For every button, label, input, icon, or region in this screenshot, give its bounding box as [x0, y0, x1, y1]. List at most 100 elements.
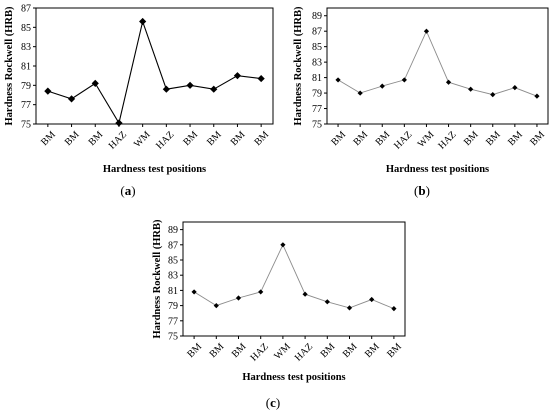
data-point [139, 17, 147, 26]
x-tick-label: BM [528, 129, 547, 148]
data-point [302, 291, 308, 297]
data-point [401, 77, 407, 83]
x-tick-label: BM [319, 341, 338, 360]
data-point [369, 296, 375, 303]
y-tick-label: 83 [168, 271, 178, 282]
y-tick-label: 77 [168, 316, 178, 327]
y-tick-label: 77 [312, 104, 322, 115]
caption-close-paren: ) [131, 183, 135, 198]
data-point [213, 303, 219, 309]
y-tick-label: 77 [21, 100, 31, 111]
x-tick-label: BM [208, 341, 227, 360]
data-point [91, 79, 99, 87]
x-tick-label: BM [87, 129, 106, 148]
x-tick-label: WM [132, 129, 153, 150]
series-line [337, 30, 538, 97]
x-tick-label: HAZ [154, 129, 176, 151]
data-point [186, 81, 194, 89]
x-tick-label: BM [229, 129, 248, 148]
data-point [335, 77, 341, 83]
data-point [534, 93, 540, 99]
data-point [44, 87, 52, 95]
y-tick-label: 83 [21, 42, 31, 53]
y-axis-title: Hardness Rockwell (HRB) [152, 219, 163, 339]
x-tick-label: HAZ [392, 129, 414, 151]
data-point [512, 85, 518, 91]
y-tick-label: 85 [312, 42, 322, 53]
y-tick-label: 81 [21, 62, 31, 73]
y-tick-label: 75 [312, 120, 322, 131]
x-axis-title: Hardness test positions [242, 372, 345, 383]
y-tick-label: 75 [168, 332, 178, 343]
data-point [324, 299, 330, 305]
x-tick-label: HAZ [248, 341, 270, 363]
x-axis-title: Hardness test positions [386, 164, 489, 175]
y-tick-label: 79 [312, 89, 322, 100]
y-axis-title: Hardness Rockwell (HRB) [4, 6, 15, 126]
y-tick-label: 89 [168, 225, 178, 236]
caption-open-paren: ( [414, 183, 418, 198]
data-point [258, 289, 264, 295]
plot-frame [326, 7, 549, 125]
data-point [280, 242, 286, 248]
data-point [233, 72, 242, 80]
x-tick-label: BM [385, 341, 404, 360]
data-point [379, 83, 385, 89]
x-tick-label: HAZ [107, 129, 129, 151]
data-point [210, 85, 218, 93]
data-point [67, 95, 76, 103]
caption-close-paren: ) [426, 183, 430, 198]
data-point [115, 119, 123, 127]
x-tick-label: BM [351, 129, 370, 148]
data-point [445, 79, 452, 85]
data-point [490, 92, 496, 98]
data-point [357, 90, 363, 96]
caption-letter: a [125, 183, 132, 198]
x-tick-label: BM [363, 341, 382, 360]
y-tick-label: 79 [168, 301, 178, 312]
data-point [391, 306, 397, 312]
data-point [191, 289, 197, 295]
x-tick-label: BM [230, 341, 249, 360]
data-point [257, 74, 265, 83]
y-tick-label: 81 [312, 73, 322, 84]
panel-caption: (c) [266, 395, 280, 410]
x-tick-label: HAZ [293, 341, 315, 363]
x-tick-label: BM [181, 129, 200, 148]
x-tick-label: BM [185, 341, 204, 360]
y-tick-label: 87 [168, 240, 178, 251]
x-tick-label: BM [63, 129, 82, 148]
y-tick-label: 85 [168, 256, 178, 267]
data-point [346, 305, 353, 311]
data-point [468, 86, 474, 92]
x-axis-title: Hardness test positions [103, 164, 206, 175]
data-point [162, 85, 170, 93]
x-tick-label: BM [205, 129, 224, 148]
y-tick-label: 87 [312, 27, 322, 38]
caption-open-paren: ( [266, 395, 270, 410]
y-axis-title: Hardness Rockwell (HRB) [293, 6, 304, 126]
x-tick-label: WM [416, 129, 437, 150]
x-tick-label: BM [506, 129, 525, 148]
y-tick-label: 75 [21, 120, 31, 131]
series-line [47, 19, 262, 125]
y-tick-label: 81 [168, 286, 178, 297]
y-tick-label: 89 [312, 11, 322, 22]
panel-caption: (b) [414, 183, 430, 198]
data-point [235, 295, 242, 301]
plot-frame [35, 7, 274, 125]
caption-close-paren: ) [276, 395, 280, 410]
x-tick-label: WM [272, 341, 293, 362]
panel-caption: (a) [120, 183, 135, 198]
x-tick-label: HAZ [436, 129, 458, 151]
x-tick-label: BM [341, 341, 360, 360]
caption-open-paren: ( [120, 183, 124, 198]
data-point [423, 28, 430, 34]
y-tick-label: 85 [21, 23, 31, 34]
y-tick-label: 83 [312, 58, 322, 69]
x-tick-label: BM [329, 129, 348, 148]
